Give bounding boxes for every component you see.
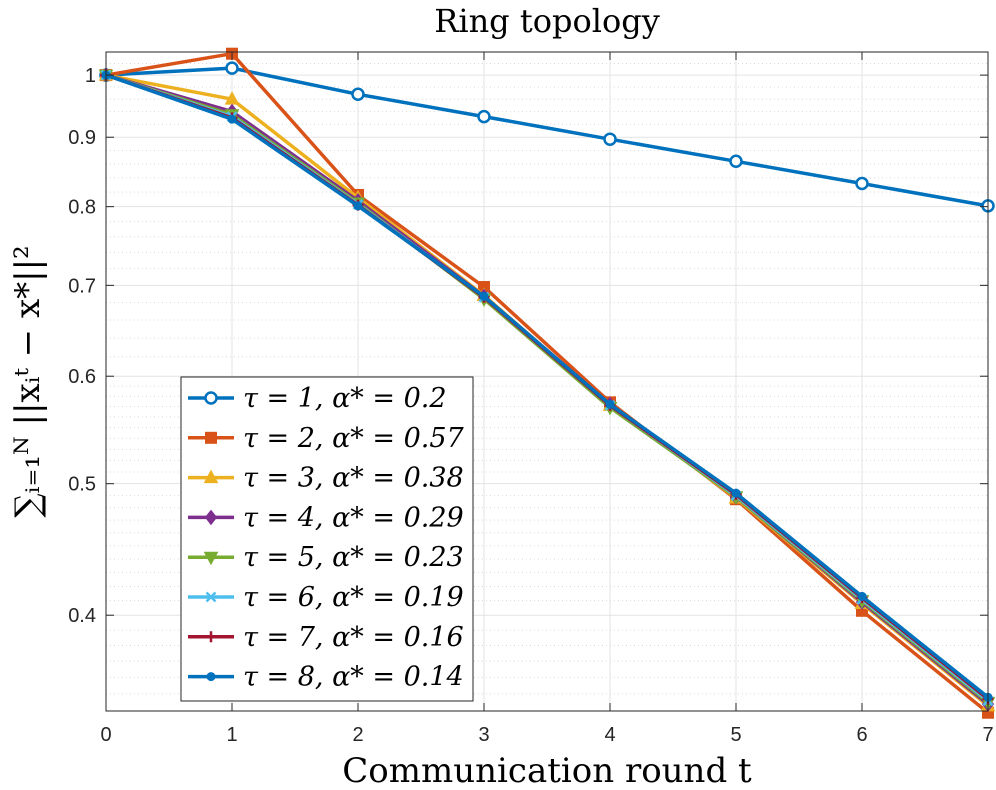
- y-axis-label: ∑ᵢ₌₁ᴺ ||xᵢᵗ − x*||²: [8, 245, 48, 517]
- legend: τ = 1, α* = 0.2 τ = 2, α* = 0.57 τ = 3, α*…: [180, 376, 474, 702]
- legend-label: τ = 7, α* = 0.16: [243, 622, 464, 653]
- legend-label: τ = 1, α* = 0.2: [243, 383, 447, 414]
- legend-marker: [204, 509, 218, 526]
- series-marker: [729, 154, 743, 169]
- series-marker: [855, 176, 869, 191]
- series-marker: [605, 399, 615, 409]
- legend-item: τ = 5, α* = 0.23: [188, 542, 464, 573]
- legend-item: τ = 1, α* = 0.2: [188, 383, 447, 414]
- y-tick-label: 0.4: [68, 605, 96, 627]
- series-marker: [603, 132, 617, 146]
- y-tick-label: 1: [85, 65, 96, 87]
- legend-label: τ = 2, α* = 0.57: [243, 423, 465, 454]
- x-tick-label: 6: [856, 724, 867, 746]
- chart-title: Ring topology: [434, 2, 660, 40]
- series-line: [105, 73, 990, 699]
- legend-label: τ = 4, α* = 0.29: [243, 502, 464, 533]
- x-tick-label: 2: [352, 724, 363, 746]
- legend-label: τ = 3, α* = 0.38: [243, 463, 464, 494]
- legend-marker: [205, 591, 217, 603]
- legend-marker: [204, 391, 218, 405]
- legend-marker: [203, 469, 219, 484]
- x-axis-label: Communication round t: [342, 751, 752, 790]
- y-tick-label: 0.5: [68, 474, 96, 496]
- legend-label: τ = 8, α* = 0.14: [243, 662, 464, 693]
- series-layer: [98, 47, 996, 719]
- tick-layer: 0 1 2 3 4 5 6 7 0.4 0.5 0.6 0.7 0.8 0.9 1: [68, 52, 994, 746]
- legend-label: τ = 6, α* = 0.19: [243, 582, 464, 613]
- legend-marker: [203, 551, 219, 566]
- legend-item: τ = 4, α* = 0.29: [188, 502, 464, 533]
- legend-item: τ = 3, α* = 0.38: [188, 463, 464, 494]
- legend-box: [180, 376, 474, 702]
- series-marker: [353, 201, 363, 211]
- series-marker: [857, 591, 867, 601]
- legend-marker: [206, 672, 216, 682]
- legend-item: τ = 6, α* = 0.19: [188, 582, 464, 613]
- y-tick-label: 0.7: [68, 275, 96, 297]
- x-tick-label: 5: [730, 724, 741, 746]
- plot-frame: [105, 51, 989, 712]
- series-marker: [477, 109, 491, 124]
- legend-item: τ = 8, α* = 0.14: [188, 662, 464, 693]
- series-marker: [351, 87, 365, 102]
- series-line: [105, 66, 989, 208]
- legend-item: τ = 7, α* = 0.16: [188, 622, 464, 653]
- legend-item: τ = 2, α* = 0.57: [188, 423, 465, 454]
- legend-label: τ = 5, α* = 0.23: [243, 542, 464, 573]
- x-tick-label: 3: [478, 724, 489, 746]
- legend-items: τ = 1, α* = 0.2 τ = 2, α* = 0.57 τ = 3, α*…: [188, 383, 465, 693]
- series-marker: [479, 291, 489, 301]
- y-tick-label: 0.9: [68, 127, 96, 149]
- series-line: [105, 51, 990, 715]
- legend-marker: [205, 431, 217, 444]
- x-tick-label: 7: [982, 724, 993, 746]
- x-tick-label: 0: [100, 724, 111, 746]
- series-marker: [227, 114, 237, 124]
- legend-marker: [205, 631, 217, 643]
- x-tick-label: 1: [226, 724, 237, 746]
- series-marker: [225, 61, 239, 75]
- series-8: [101, 70, 993, 702]
- x-tick-label: 4: [604, 724, 615, 746]
- y-tick-label: 0.8: [68, 197, 96, 219]
- series-marker: [731, 488, 741, 498]
- y-tick-label: 0.6: [68, 366, 96, 388]
